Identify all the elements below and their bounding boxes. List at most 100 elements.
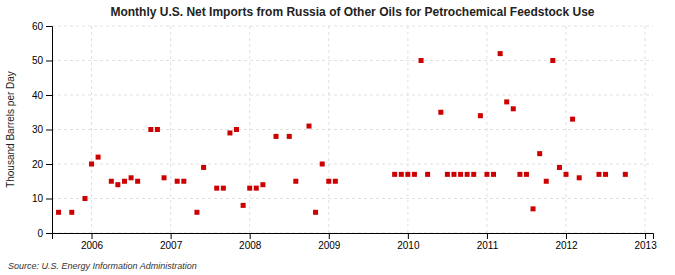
- tick-mark: [408, 233, 409, 239]
- grid-line: [52, 198, 653, 199]
- point: [109, 179, 114, 184]
- point: [241, 203, 246, 208]
- tick: 0: [37, 228, 52, 239]
- point: [577, 175, 582, 180]
- axis-line: [53, 234, 654, 240]
- point: [247, 186, 252, 191]
- tick-mark: [46, 164, 52, 165]
- tick: 2007: [160, 233, 183, 251]
- point: [129, 175, 134, 180]
- point: [465, 172, 470, 177]
- point: [498, 51, 503, 56]
- point: [89, 162, 94, 167]
- point: [82, 196, 87, 201]
- tick: 2009: [318, 233, 341, 251]
- point: [274, 134, 279, 139]
- grid-line: [91, 26, 92, 233]
- tick-mark: [645, 233, 646, 239]
- tick: 2013: [634, 233, 657, 251]
- tick-label: 2007: [160, 240, 183, 251]
- point: [320, 162, 325, 167]
- tick-label: 60: [32, 21, 44, 32]
- tick-label: 30: [32, 124, 44, 135]
- y-axis-label: Thousand Barrels per Day: [5, 71, 16, 188]
- plot-area: 2006 2007 2008 2009 2010 2011 2012 2013 0 10 20 30 4…: [32, 21, 657, 251]
- point: [148, 127, 153, 132]
- point: [333, 179, 338, 184]
- tick-label: 2009: [318, 240, 341, 251]
- point: [491, 172, 496, 177]
- point: [221, 186, 226, 191]
- tick-mark: [46, 233, 52, 234]
- tick: 50: [32, 55, 52, 66]
- point: [399, 172, 404, 177]
- tick-mark: [46, 130, 52, 131]
- tick-label: 2008: [239, 240, 262, 251]
- tick-label: 0: [37, 228, 43, 239]
- point: [194, 210, 199, 215]
- point: [287, 134, 292, 139]
- point: [313, 210, 318, 215]
- grid-line: [486, 26, 487, 233]
- tick-label: 2012: [555, 240, 578, 251]
- point: [175, 179, 180, 184]
- point: [234, 127, 239, 132]
- point: [478, 113, 483, 118]
- grid-line: [645, 26, 646, 233]
- point: [438, 110, 443, 115]
- point: [162, 175, 167, 180]
- point: [451, 172, 456, 177]
- tick: 40: [32, 90, 52, 101]
- point: [557, 165, 562, 170]
- point: [135, 179, 140, 184]
- tick-label: 2013: [634, 240, 657, 251]
- point: [254, 186, 259, 191]
- grid: [52, 26, 653, 233]
- point: [115, 182, 120, 187]
- point: [504, 99, 509, 104]
- tick-label: 10: [32, 193, 44, 204]
- point: [412, 172, 417, 177]
- point: [596, 172, 601, 177]
- point: [56, 210, 61, 215]
- tick: 2006: [81, 233, 104, 251]
- grid-line: [52, 95, 653, 96]
- grid-line: [170, 26, 171, 233]
- tick: 2008: [239, 233, 262, 251]
- x-axis: 2006 2007 2008 2009 2010 2011 2012 2013: [53, 233, 658, 251]
- tick-mark: [171, 233, 172, 239]
- point: [293, 179, 298, 184]
- tick-label: 20: [32, 159, 44, 170]
- point: [445, 172, 450, 177]
- tick: 2012: [555, 233, 578, 251]
- grid-line: [566, 26, 567, 233]
- tick-label: 50: [32, 55, 44, 66]
- tick-mark: [329, 233, 330, 239]
- tick-label: 2011: [477, 240, 499, 251]
- tick-label: 2006: [81, 240, 104, 251]
- tick-mark: [566, 233, 567, 239]
- tick: 2010: [397, 233, 420, 251]
- tick-mark: [46, 61, 52, 62]
- tick: 10: [32, 193, 52, 204]
- point: [155, 127, 160, 132]
- point: [471, 172, 476, 177]
- point: [425, 172, 430, 177]
- grid-line: [328, 26, 329, 233]
- point: [517, 172, 522, 177]
- tick: 60: [32, 21, 52, 32]
- point: [326, 179, 331, 184]
- points: [56, 51, 628, 215]
- point: [484, 172, 489, 177]
- point: [392, 172, 397, 177]
- grid-line: [407, 26, 408, 233]
- title: Monthly U.S. Net Imports from Russia of …: [110, 5, 594, 19]
- tick-mark: [487, 233, 488, 239]
- grid-line: [52, 164, 653, 165]
- point: [122, 179, 127, 184]
- grid-line: [52, 60, 653, 61]
- tick-label: 2010: [397, 240, 420, 251]
- point: [96, 155, 101, 160]
- tick: 2011: [477, 233, 499, 251]
- source: Source: U.S. Energy Information Administ…: [8, 261, 197, 271]
